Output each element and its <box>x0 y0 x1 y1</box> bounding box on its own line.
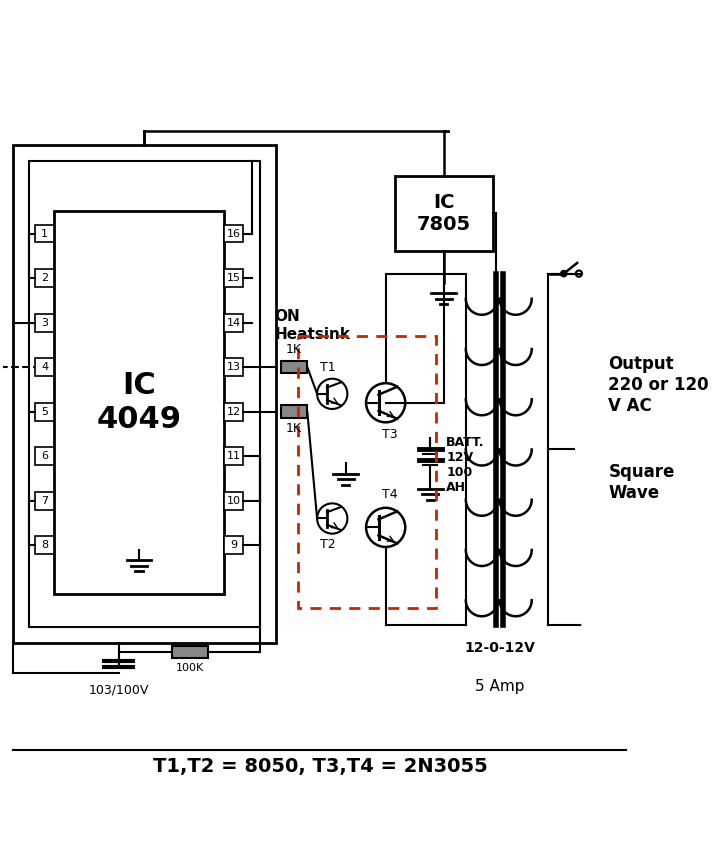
Text: T2: T2 <box>320 538 336 551</box>
Text: BATT.
12V
100
AH: BATT. 12V 100 AH <box>446 436 485 494</box>
Text: 3: 3 <box>41 318 48 327</box>
Text: 10: 10 <box>226 496 241 506</box>
Text: 11: 11 <box>226 451 241 462</box>
Text: 8: 8 <box>41 541 48 550</box>
Text: 12-0-12V: 12-0-12V <box>464 642 535 655</box>
Bar <box>35 447 54 465</box>
Text: 103/100V: 103/100V <box>89 683 149 696</box>
Text: 5 Amp: 5 Amp <box>475 679 524 694</box>
Bar <box>223 224 243 242</box>
Text: 16: 16 <box>226 229 241 239</box>
Circle shape <box>560 270 567 277</box>
Text: T1: T1 <box>320 361 336 374</box>
Circle shape <box>583 617 598 633</box>
Text: 6: 6 <box>41 451 48 462</box>
Text: IC
7805: IC 7805 <box>416 193 471 234</box>
Text: 12: 12 <box>226 406 241 416</box>
Text: T3: T3 <box>382 428 398 440</box>
Bar <box>281 405 307 418</box>
Text: 13: 13 <box>226 362 241 372</box>
Bar <box>223 492 243 510</box>
Text: 1: 1 <box>41 229 48 239</box>
Bar <box>35 492 54 510</box>
Bar <box>35 403 54 421</box>
Text: 1K: 1K <box>286 422 302 435</box>
Text: T4: T4 <box>382 488 398 501</box>
Text: 5: 5 <box>41 406 48 416</box>
Text: 14: 14 <box>226 318 241 327</box>
Bar <box>298 336 436 608</box>
Bar <box>35 224 54 242</box>
Text: Output
220 or 120
V AC: Output 220 or 120 V AC <box>608 355 709 415</box>
Bar <box>35 536 54 554</box>
Text: 4: 4 <box>41 362 48 372</box>
Bar <box>223 314 243 332</box>
Bar <box>223 447 243 465</box>
Bar <box>35 314 54 332</box>
Text: circuitspedia.com: circuitspedia.com <box>47 176 134 185</box>
Bar <box>35 269 54 287</box>
Text: Square
Wave: Square Wave <box>608 463 675 502</box>
Text: T1,T2 = 8050, T3,T4 = 2N3055: T1,T2 = 8050, T3,T4 = 2N3055 <box>154 756 488 775</box>
Bar <box>395 176 493 252</box>
Text: ON
Heatsink: ON Heatsink <box>274 309 351 342</box>
Text: 2: 2 <box>41 273 48 283</box>
Bar <box>29 161 260 627</box>
Text: circuitspedia.com: circuitspedia.com <box>56 184 143 195</box>
Bar <box>281 361 307 373</box>
Bar <box>223 536 243 554</box>
Text: 7: 7 <box>41 496 48 506</box>
Bar <box>223 403 243 421</box>
Bar <box>223 269 243 287</box>
Text: 15: 15 <box>226 273 241 283</box>
Text: 9: 9 <box>230 541 237 550</box>
Circle shape <box>583 265 598 281</box>
Bar <box>14 144 276 643</box>
Text: 1K: 1K <box>286 343 302 356</box>
Bar <box>54 212 223 594</box>
Text: IC
4049: IC 4049 <box>96 371 181 434</box>
Bar <box>223 358 243 376</box>
Text: 100K: 100K <box>176 663 204 672</box>
Bar <box>172 646 208 658</box>
Bar <box>35 358 54 376</box>
